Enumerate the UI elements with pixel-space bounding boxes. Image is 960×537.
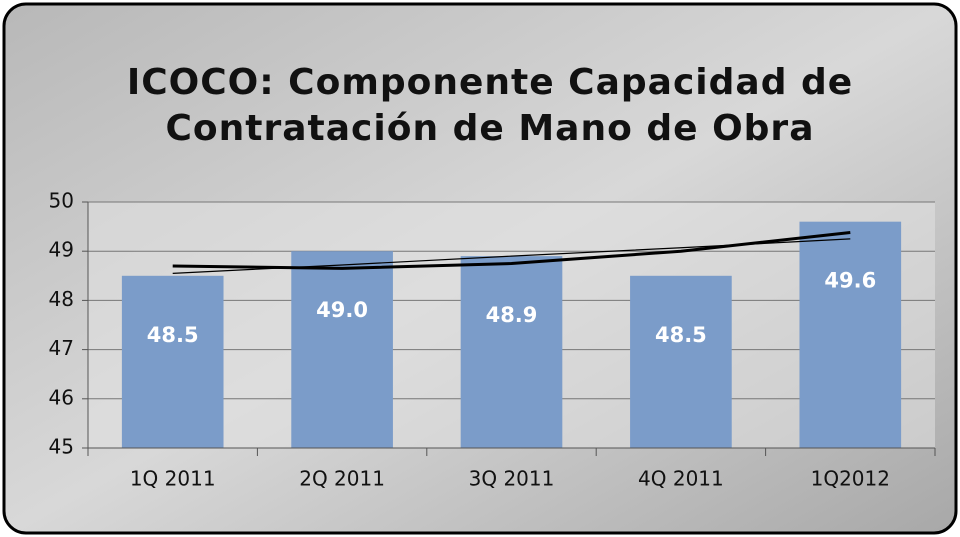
chart-title: ICOCO: Componente Capacidad de xyxy=(127,62,853,103)
value-label: 48.5 xyxy=(655,323,707,347)
y-tick-label: 47 xyxy=(49,336,74,360)
y-tick-label: 46 xyxy=(49,385,74,409)
chart-title: Contratación de Mano de Obra xyxy=(166,108,815,149)
chart: ICOCO: Componente Capacidad de Contratac… xyxy=(0,0,960,537)
value-label: 49.6 xyxy=(824,269,876,293)
y-tick-label: 50 xyxy=(49,189,74,213)
bar xyxy=(122,276,224,448)
y-tick-label: 45 xyxy=(49,435,74,459)
x-tick-label: 1Q2012 xyxy=(811,467,890,491)
value-label: 48.5 xyxy=(147,323,199,347)
bar xyxy=(291,251,393,448)
x-tick-label: 2Q 2011 xyxy=(299,467,385,491)
y-tick-label: 48 xyxy=(49,287,74,311)
x-tick-label: 4Q 2011 xyxy=(638,467,724,491)
bar xyxy=(630,276,732,448)
x-tick-label: 1Q 2011 xyxy=(130,467,216,491)
bar xyxy=(461,256,563,448)
x-tick-label: 3Q 2011 xyxy=(469,467,555,491)
value-label: 49.0 xyxy=(316,298,368,322)
value-label: 48.9 xyxy=(486,303,538,327)
y-tick-label: 49 xyxy=(49,238,74,262)
bar xyxy=(799,222,901,448)
